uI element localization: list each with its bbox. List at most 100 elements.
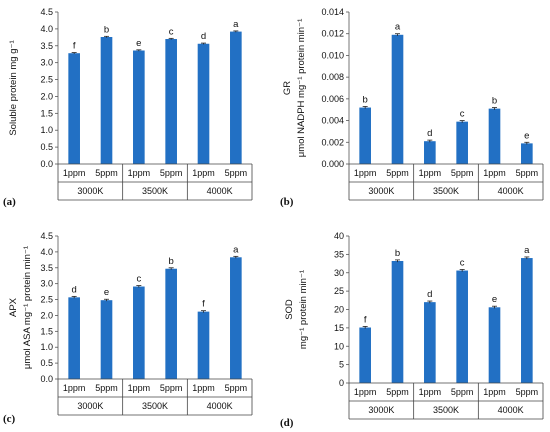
y-tick-label: 3.5 bbox=[40, 263, 53, 273]
bar bbox=[197, 311, 210, 379]
bar bbox=[133, 286, 145, 379]
y-tick-label: 40 bbox=[334, 231, 344, 241]
y-tick-label: 25 bbox=[334, 286, 344, 296]
x-category-label: 5ppm bbox=[451, 387, 474, 397]
y-tick-label: 0.5 bbox=[40, 142, 53, 152]
bar bbox=[391, 34, 404, 164]
bar bbox=[359, 107, 371, 164]
panel-label: (a) bbox=[3, 196, 16, 208]
significance-letter: b bbox=[104, 24, 109, 35]
x-category-label: 1ppm bbox=[419, 168, 442, 178]
y-tick-label: 4.5 bbox=[40, 231, 53, 241]
y-tick-label: 0.000 bbox=[321, 159, 344, 169]
x-group-label: 3000K bbox=[77, 401, 103, 411]
y-tick-label: 1.5 bbox=[40, 326, 53, 336]
bar bbox=[391, 260, 404, 383]
y-tick-label: 2.0 bbox=[40, 310, 53, 320]
y-tick-label: 1.0 bbox=[40, 342, 53, 352]
chart-panel-d: 0 5 10 15 20 25 30 35 40 SOD mg⁻¹ protein min⁻¹ f b d… bbox=[280, 231, 544, 429]
bar bbox=[68, 297, 80, 379]
x-group-label: 3500K bbox=[433, 405, 459, 415]
x-category-label: 5ppm bbox=[225, 383, 248, 393]
chart-panel-c: 0.0 0.5 1.0 1.5 2.0 2.5 3.0 3.5 4.0 4.5 APX μmol AS… bbox=[3, 231, 253, 425]
x-group-label: 3500K bbox=[142, 401, 168, 411]
x-group-label: 4000K bbox=[498, 405, 524, 415]
y-tick-label: 3.0 bbox=[40, 58, 53, 68]
y-tick-label: 0.0 bbox=[40, 159, 53, 169]
y-tick-label: 4.0 bbox=[40, 247, 53, 257]
chart-panel-a: 0.0 0.5 1.0 1.5 2.0 2.5 3.0 3.5 4.0 4.5 Soluble pr… bbox=[3, 7, 253, 208]
x-category-label: 1ppm bbox=[192, 168, 215, 178]
x-group-label: 3500K bbox=[142, 186, 168, 196]
y-tick-label: 2.5 bbox=[40, 295, 53, 305]
x-category-label: 1ppm bbox=[128, 168, 151, 178]
panel-label: (d) bbox=[280, 417, 294, 429]
y-tick-label: 0.004 bbox=[321, 116, 344, 126]
y-tick-label: 35 bbox=[334, 249, 344, 259]
y-tick-label: 0.002 bbox=[321, 137, 344, 147]
x-category-label: 5ppm bbox=[95, 383, 118, 393]
x-category-label: 1ppm bbox=[483, 387, 506, 397]
x-category-label: 1ppm bbox=[483, 168, 506, 178]
significance-letter: e bbox=[524, 130, 529, 141]
y-tick-label: 0 bbox=[339, 378, 344, 388]
y-tick-label: 4.5 bbox=[40, 7, 53, 17]
significance-letter: c bbox=[460, 109, 465, 120]
bar bbox=[133, 50, 145, 164]
x-category-label: 1ppm bbox=[128, 383, 151, 393]
significance-letter: a bbox=[395, 22, 401, 33]
significance-letter: b bbox=[169, 256, 174, 267]
bar bbox=[230, 257, 242, 379]
y-axis-title: GR bbox=[282, 81, 293, 95]
y-tick-label: 0.008 bbox=[321, 72, 344, 82]
y-tick-label: 4.0 bbox=[40, 24, 53, 34]
significance-letter: b bbox=[395, 248, 400, 259]
y-tick-label: 5 bbox=[339, 360, 344, 370]
significance-letter: c bbox=[136, 274, 141, 285]
significance-letter: c bbox=[169, 26, 174, 37]
bar bbox=[197, 43, 210, 164]
bar bbox=[68, 53, 80, 164]
bar bbox=[359, 327, 371, 383]
x-category-label: 5ppm bbox=[160, 168, 183, 178]
y-tick-label: 30 bbox=[334, 268, 344, 278]
x-category-label: 5ppm bbox=[451, 168, 474, 178]
panel-label: (c) bbox=[3, 413, 16, 425]
y-axis-title: APX bbox=[8, 297, 19, 317]
bar bbox=[230, 31, 242, 164]
significance-letter: a bbox=[524, 245, 530, 256]
y-tick-label: 0.006 bbox=[321, 94, 344, 104]
y-tick-label: 2.0 bbox=[40, 91, 53, 101]
significance-letter: b bbox=[363, 94, 368, 105]
significance-letter: e bbox=[136, 38, 141, 49]
significance-letter: f bbox=[73, 41, 76, 52]
y-axis-title: SOD bbox=[284, 299, 295, 320]
x-category-label: 5ppm bbox=[516, 168, 539, 178]
x-category-label: 5ppm bbox=[225, 168, 248, 178]
y-axis-title: μmol ASA mg⁻¹ protein min⁻¹ bbox=[22, 246, 33, 369]
significance-letter: f bbox=[202, 299, 205, 310]
x-category-label: 1ppm bbox=[192, 383, 215, 393]
x-group-label: 3000K bbox=[368, 186, 394, 196]
x-category-label: 1ppm bbox=[354, 168, 377, 178]
y-tick-label: 0.014 bbox=[321, 7, 344, 17]
bar bbox=[165, 39, 177, 165]
x-category-label: 5ppm bbox=[160, 383, 183, 393]
y-tick-label: 20 bbox=[334, 305, 344, 315]
y-axis-title: mg⁻¹ protein min⁻¹ bbox=[298, 270, 309, 349]
significance-letter: f bbox=[364, 314, 367, 325]
x-category-label: 1ppm bbox=[419, 387, 442, 397]
significance-letter: d bbox=[427, 289, 432, 300]
x-category-label: 5ppm bbox=[386, 168, 409, 178]
bar bbox=[488, 307, 501, 383]
y-tick-label: 3.0 bbox=[40, 279, 53, 289]
x-category-label: 5ppm bbox=[386, 387, 409, 397]
x-group-label: 3500K bbox=[433, 186, 459, 196]
significance-letter: c bbox=[460, 257, 465, 268]
significance-letter: b bbox=[492, 96, 497, 107]
y-tick-label: 2.5 bbox=[40, 75, 53, 85]
bar bbox=[456, 121, 468, 164]
chart-panel-b: 0.000 0.002 0.004 0.006 0.008 0.010 0.012 0.014… bbox=[280, 7, 544, 208]
panel-label: (b) bbox=[280, 196, 294, 208]
